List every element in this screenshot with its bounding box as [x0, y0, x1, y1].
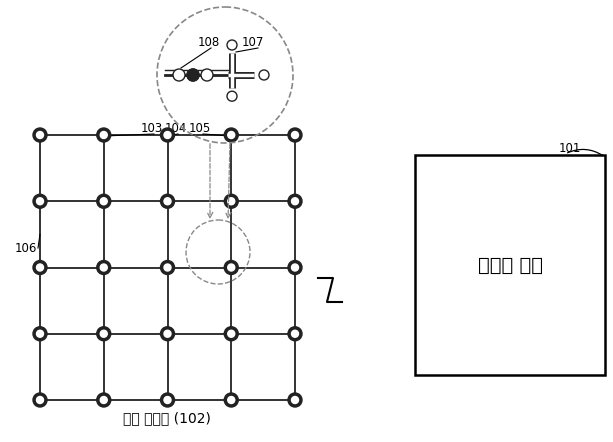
Text: 104: 104 — [165, 122, 187, 134]
Circle shape — [164, 132, 171, 138]
Circle shape — [187, 69, 199, 81]
Circle shape — [101, 132, 107, 138]
Circle shape — [37, 132, 44, 138]
Circle shape — [288, 327, 302, 341]
Circle shape — [292, 264, 299, 271]
Text: 컴퓨팅 장치: 컴퓨팅 장치 — [478, 255, 543, 274]
Circle shape — [292, 198, 299, 205]
Circle shape — [292, 396, 299, 404]
Circle shape — [227, 40, 237, 50]
Circle shape — [224, 327, 238, 341]
Circle shape — [97, 327, 111, 341]
Circle shape — [161, 327, 175, 341]
Circle shape — [288, 128, 302, 142]
Text: 101: 101 — [559, 141, 581, 155]
Circle shape — [33, 260, 47, 274]
Circle shape — [101, 198, 107, 205]
Text: 103: 103 — [141, 122, 163, 134]
Circle shape — [101, 264, 107, 271]
Circle shape — [292, 132, 299, 138]
Circle shape — [288, 194, 302, 208]
Circle shape — [173, 69, 185, 81]
Circle shape — [101, 396, 107, 404]
Text: 106: 106 — [15, 241, 37, 255]
Circle shape — [33, 393, 47, 407]
Circle shape — [228, 396, 235, 404]
Circle shape — [33, 194, 47, 208]
Circle shape — [161, 393, 175, 407]
Circle shape — [228, 264, 235, 271]
Circle shape — [228, 198, 235, 205]
Circle shape — [224, 260, 238, 274]
Circle shape — [33, 327, 47, 341]
Circle shape — [228, 132, 235, 138]
Circle shape — [224, 194, 238, 208]
Circle shape — [224, 393, 238, 407]
Circle shape — [37, 330, 44, 337]
Circle shape — [292, 330, 299, 337]
Circle shape — [161, 128, 175, 142]
Circle shape — [164, 264, 171, 271]
Circle shape — [227, 91, 237, 101]
Circle shape — [164, 198, 171, 205]
Circle shape — [97, 393, 111, 407]
Circle shape — [37, 396, 44, 404]
Circle shape — [224, 128, 238, 142]
Bar — [415, 155, 605, 375]
Circle shape — [97, 260, 111, 274]
Circle shape — [187, 69, 199, 81]
Circle shape — [288, 393, 302, 407]
Text: 108: 108 — [198, 35, 220, 49]
Circle shape — [161, 194, 175, 208]
Circle shape — [33, 128, 47, 142]
Circle shape — [201, 69, 213, 81]
Circle shape — [259, 70, 269, 80]
Text: 105: 105 — [189, 122, 211, 134]
Circle shape — [37, 264, 44, 271]
Circle shape — [288, 260, 302, 274]
Circle shape — [228, 330, 235, 337]
Text: 대상 구조물 (102): 대상 구조물 (102) — [123, 411, 211, 425]
Circle shape — [101, 330, 107, 337]
Circle shape — [97, 128, 111, 142]
Circle shape — [164, 396, 171, 404]
Text: 107: 107 — [242, 35, 264, 49]
Circle shape — [161, 260, 175, 274]
Circle shape — [37, 198, 44, 205]
Circle shape — [97, 194, 111, 208]
Circle shape — [164, 330, 171, 337]
